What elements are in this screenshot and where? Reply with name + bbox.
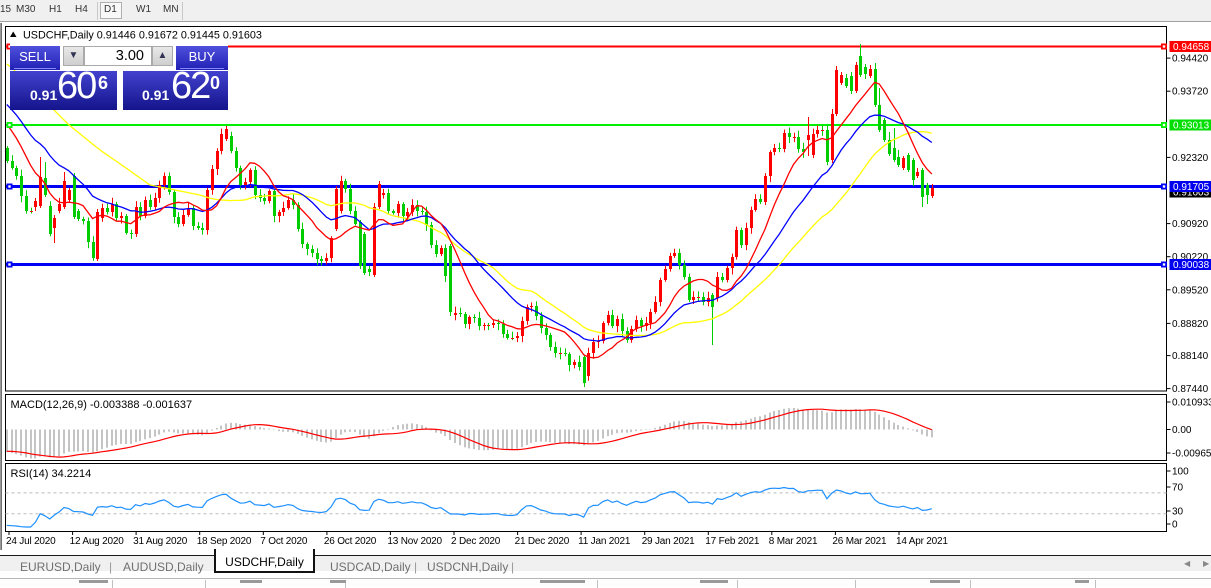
svg-text:12 Aug 2020: 12 Aug 2020: [70, 536, 125, 547]
svg-text:0.90920: 0.90920: [1172, 219, 1209, 230]
svg-text:0.90038: 0.90038: [1173, 260, 1210, 271]
svg-text:0.88140: 0.88140: [1172, 351, 1209, 362]
svg-text:0: 0: [1172, 520, 1178, 531]
svg-text:26 Mar 2021: 26 Mar 2021: [832, 536, 887, 547]
svg-text:31 Aug 2020: 31 Aug 2020: [133, 536, 188, 547]
svg-text:7 Oct 2020: 7 Oct 2020: [260, 536, 308, 547]
svg-text:0.91705: 0.91705: [1173, 182, 1210, 193]
svg-text:8 Mar 2021: 8 Mar 2021: [769, 536, 818, 547]
svg-text:-0.009653: -0.009653: [1172, 449, 1211, 460]
svg-text:13 Nov 2020: 13 Nov 2020: [387, 536, 442, 547]
svg-text:MACD(12,26,9) -0.003388 -0.001: MACD(12,26,9) -0.003388 -0.001637: [11, 399, 193, 411]
svg-text:0.94420: 0.94420: [1172, 54, 1209, 65]
svg-text:18 Sep 2020: 18 Sep 2020: [197, 536, 252, 547]
svg-text:17 Feb 2021: 17 Feb 2021: [705, 536, 760, 547]
svg-text:70: 70: [1172, 483, 1184, 494]
svg-text:30: 30: [1172, 507, 1184, 518]
svg-text:RSI(14) 34.2214: RSI(14) 34.2214: [11, 468, 92, 480]
svg-text:14 Apr 2021: 14 Apr 2021: [896, 536, 948, 547]
svg-text:26 Oct 2020: 26 Oct 2020: [324, 536, 377, 547]
svg-text:0.00: 0.00: [1172, 425, 1192, 436]
svg-text:0.87440: 0.87440: [1172, 384, 1209, 395]
svg-text:0.89520: 0.89520: [1172, 285, 1209, 296]
svg-text:21 Dec 2020: 21 Dec 2020: [515, 536, 570, 547]
svg-text:0.92320: 0.92320: [1172, 153, 1209, 164]
svg-text:24 Jul 2020: 24 Jul 2020: [6, 536, 56, 547]
svg-text:0.93013: 0.93013: [1173, 121, 1210, 132]
svg-text:0.93720: 0.93720: [1172, 87, 1209, 98]
svg-text:29 Jan 2021: 29 Jan 2021: [642, 536, 695, 547]
svg-text:USDCHF,Daily 0.91446 0.91672: USDCHF,Daily 0.91446 0.91672 0.91445 0.9…: [23, 30, 262, 42]
svg-text:100: 100: [1172, 467, 1189, 478]
svg-text:11 Jan 2021: 11 Jan 2021: [578, 536, 631, 547]
svg-text:0.94658: 0.94658: [1173, 42, 1210, 53]
svg-text:0.010933: 0.010933: [1172, 398, 1211, 409]
svg-text:2 Dec 2020: 2 Dec 2020: [451, 536, 501, 547]
svg-text:0.88820: 0.88820: [1172, 319, 1209, 330]
